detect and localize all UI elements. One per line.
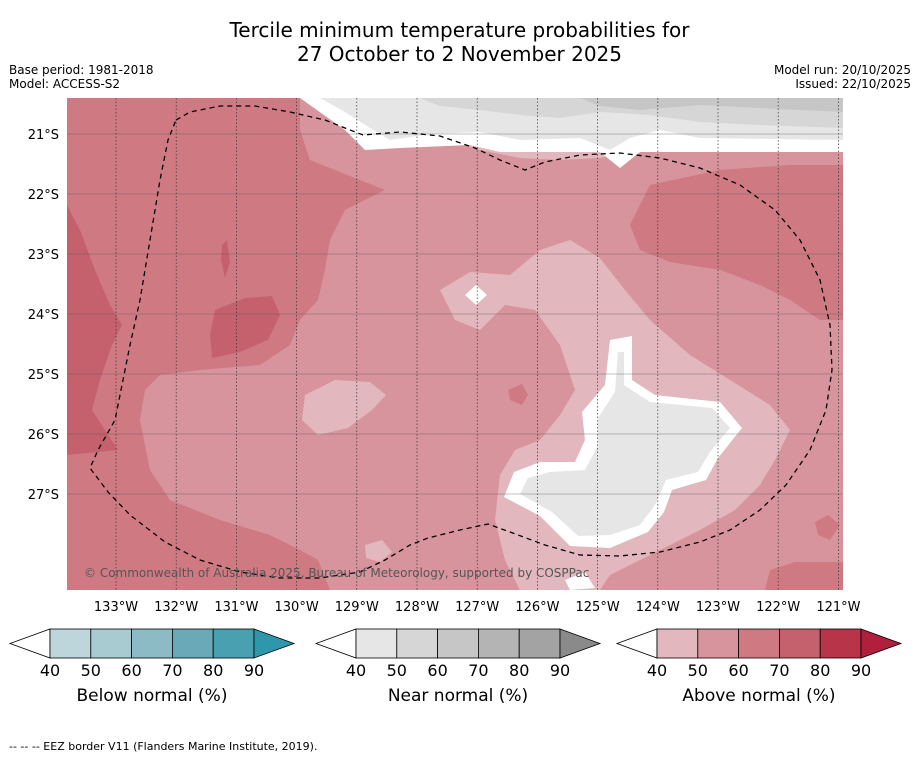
lon-tick-label: 123°W xyxy=(696,600,740,615)
lat-tick-label: 26°S xyxy=(28,428,59,443)
colorbar-title-above: Above normal (%) xyxy=(682,686,836,706)
near-normal-center xyxy=(520,352,730,536)
lat-tick-label: 23°S xyxy=(28,248,59,263)
colorbar-tick-label: 50 xyxy=(688,661,708,680)
region-above-60-blob xyxy=(815,515,840,540)
lon-tick-label: 132°W xyxy=(154,600,198,615)
colorbar-tick-label: 70 xyxy=(468,661,488,680)
region-above-40-west xyxy=(302,380,386,435)
region-above-60-se xyxy=(765,562,843,590)
lon-tick-label: 127°W xyxy=(455,600,499,615)
base-info: Base period: 1981-2018 Model: ACCESS-S2 xyxy=(9,63,154,91)
colorbar-segment xyxy=(355,628,398,659)
colorbar-title-below: Below normal (%) xyxy=(76,686,228,706)
colorbar-segment xyxy=(738,628,780,659)
colorbar-segment xyxy=(819,628,862,659)
colorbar-tick-label: 70 xyxy=(769,661,789,680)
colorbar-tick-label: 90 xyxy=(244,661,264,680)
lon-tick-label: 128°W xyxy=(395,600,439,615)
copyright-text: © Commonwealth of Australia 2025, Bureau… xyxy=(84,566,589,580)
colorbar-tick-label: 70 xyxy=(162,661,182,680)
lat-tick-label: 25°S xyxy=(28,368,59,383)
model-name: Model: ACCESS-S2 xyxy=(9,77,121,91)
colorbar-tick-label: 50 xyxy=(81,661,101,680)
colorbar-segment xyxy=(396,628,438,659)
colorbar-low-extend xyxy=(615,628,658,659)
colorbar-tick-label: 90 xyxy=(550,661,570,680)
lon-tick-label: 124°W xyxy=(636,600,680,615)
colorbar-tick-label: 60 xyxy=(121,661,141,680)
lon-tick-label: 133°W xyxy=(94,600,138,615)
title-line-1: Tercile minimum temperature probabilitie… xyxy=(229,18,690,42)
colorbar-segment xyxy=(131,628,173,659)
colorbar-tick-label: 80 xyxy=(509,661,529,680)
colorbar: 40 50 60 70 80 90 xyxy=(8,628,296,680)
colorbar-segment xyxy=(212,628,255,659)
near-normal-diamond xyxy=(465,285,487,305)
lat-tick-label: 22°S xyxy=(28,188,59,203)
latitude-labels: 21°S 22°S 23°S 24°S 25°S 26°S 27°S xyxy=(28,128,59,503)
region-above-60-small xyxy=(508,384,528,405)
region-above-40-south xyxy=(365,540,392,562)
colorbar: 40 50 60 70 80 90 xyxy=(615,628,903,680)
colorbar-tick-label: 80 xyxy=(810,661,830,680)
colorbar-tick-label: 60 xyxy=(728,661,748,680)
model-run: Model run: 20/10/2025 xyxy=(773,63,911,77)
colorbar-segment xyxy=(171,628,214,659)
colorbar-tick-label: 40 xyxy=(346,661,366,680)
colorbar-tick-label: 60 xyxy=(427,661,447,680)
lat-tick-label: 21°S xyxy=(28,128,59,143)
colorbar-tick-label: 40 xyxy=(40,661,60,680)
map-area xyxy=(67,98,843,590)
region-above-70-narrow xyxy=(221,240,230,278)
lat-tick-label: 24°S xyxy=(28,308,59,323)
colorbar: 40 50 60 70 80 90 xyxy=(314,628,602,680)
lon-tick-label: 129°W xyxy=(335,600,379,615)
lat-tick-label: 27°S xyxy=(28,488,59,503)
colorbar-segment xyxy=(90,628,133,659)
region-above-60-east xyxy=(630,165,843,320)
run-info: Model run: 20/10/2025 Issued: 22/10/2025 xyxy=(774,63,911,91)
near-normal-top-60 xyxy=(580,98,843,112)
lon-tick-label: 125°W xyxy=(576,600,620,615)
region-above-70-center xyxy=(210,296,280,358)
colorbar-title-near: Near normal (%) xyxy=(387,686,529,706)
issued-date: Issued: 22/10/2025 xyxy=(795,77,911,91)
map-grid xyxy=(67,98,843,590)
colorbar-tick-label: 90 xyxy=(851,661,871,680)
colorbar-tick-label: 40 xyxy=(647,661,667,680)
lon-tick-label: 121°W xyxy=(816,600,860,615)
base-period: Base period: 1981-2018 xyxy=(9,63,154,77)
eez-border xyxy=(89,105,833,579)
colorbar-segment xyxy=(437,628,479,659)
colorbar-tick-label: 80 xyxy=(203,661,223,680)
region-above-70-west xyxy=(67,205,122,455)
lon-tick-label: 126°W xyxy=(515,600,559,615)
colorbar-high-extend xyxy=(860,628,903,659)
colorbar-segment xyxy=(656,628,699,659)
colorbar-tick-label: 50 xyxy=(387,661,407,680)
colorbar-segment xyxy=(49,628,92,659)
colorbar-low-extend xyxy=(314,628,357,659)
footer-note: -- -- -- EEZ border V11 (Flanders Marine… xyxy=(9,740,318,753)
colorbar-segment xyxy=(518,628,561,659)
colorbar-segment xyxy=(779,628,821,659)
colorbar-segment xyxy=(697,628,739,659)
near-normal-small-se xyxy=(565,572,595,590)
colorbar-high-extend xyxy=(559,628,602,659)
map-title: Tercile minimum temperature probabilitie… xyxy=(0,18,919,66)
longitude-labels: 133°W 132°W 131°W 130°W 129°W 128°W 127°W 126°W… xyxy=(94,600,861,615)
lon-tick-label: 130°W xyxy=(275,600,319,615)
title-line-2: 27 October to 2 November 2025 xyxy=(296,42,623,66)
colorbar-high-extend xyxy=(253,628,296,659)
lon-tick-label: 122°W xyxy=(756,600,800,615)
lon-tick-label: 131°W xyxy=(214,600,258,615)
colorbars: 40 50 60 70 80 90 40 50 60 70 80 90 40 50 60 70 80 90 xyxy=(8,628,903,680)
colorbar-segment xyxy=(477,628,520,659)
colorbar-low-extend xyxy=(8,628,51,659)
